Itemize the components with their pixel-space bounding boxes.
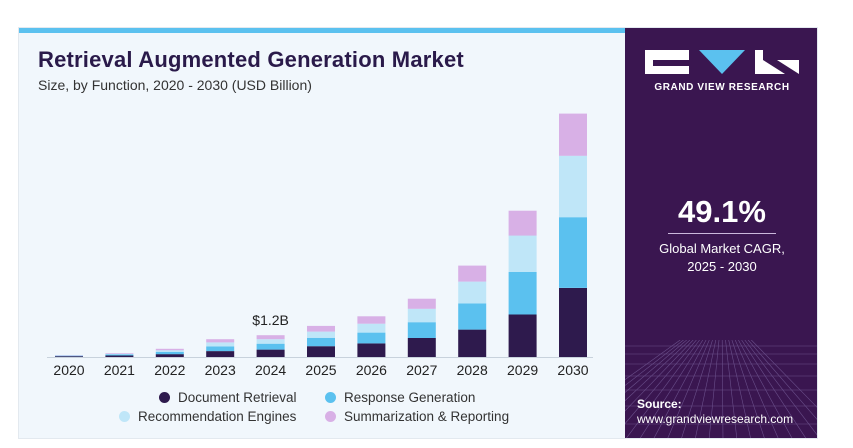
grid-line bbox=[625, 340, 681, 381]
bar-segment bbox=[307, 346, 335, 357]
bar-segment bbox=[407, 322, 436, 338]
bar-segment bbox=[105, 353, 134, 355]
accent-bar bbox=[19, 28, 625, 33]
decorative-grid-graphic bbox=[625, 340, 817, 438]
bar-segment bbox=[256, 349, 285, 357]
bar-segment bbox=[155, 350, 184, 352]
bar-segment bbox=[357, 316, 386, 324]
x-tick-label: 2030 bbox=[557, 362, 588, 378]
x-tick-label: 2021 bbox=[104, 362, 135, 378]
chart-card: Retrieval Augmented Generation Market Si… bbox=[18, 27, 818, 439]
cagr-label-line1: Global Market CAGR, bbox=[659, 241, 785, 256]
legend-label: Recommendation Engines bbox=[138, 409, 297, 424]
x-tick-label: 2029 bbox=[507, 362, 538, 378]
cagr-label-line2: 2025 - 2030 bbox=[687, 259, 757, 274]
bar-segment bbox=[559, 155, 587, 218]
x-tick-label: 2020 bbox=[53, 362, 84, 378]
bar-segment bbox=[206, 342, 235, 347]
cagr-label: Global Market CAGR, 2025 - 2030 bbox=[625, 240, 817, 276]
bar-segment bbox=[559, 217, 587, 288]
bar-segment bbox=[458, 329, 487, 357]
bar-segment bbox=[508, 314, 537, 357]
bar-segment bbox=[155, 354, 184, 357]
bar-segment bbox=[508, 272, 537, 315]
bar-segment bbox=[458, 281, 487, 304]
legend-item-summarization-reporting: Summarization & Reporting bbox=[325, 409, 509, 424]
x-tick-label: 2028 bbox=[457, 362, 488, 378]
bar-segment bbox=[559, 288, 587, 357]
bar-segment bbox=[155, 348, 184, 351]
divider bbox=[668, 233, 776, 234]
legend-swatch bbox=[325, 392, 336, 403]
bar-segment bbox=[206, 339, 235, 343]
logo-wordmark: GRAND VIEW RESEARCH bbox=[654, 82, 790, 93]
chart-subtitle: Size, by Function, 2020 - 2030 (USD Bill… bbox=[38, 77, 312, 93]
cagr-value: 49.1% bbox=[678, 194, 766, 229]
bar-segment bbox=[105, 353, 134, 354]
chart-legend: Document Retrieval Response Generation R… bbox=[119, 390, 569, 432]
bar-segment bbox=[357, 323, 386, 333]
x-tick-label: 2027 bbox=[406, 362, 437, 378]
legend-swatch bbox=[159, 392, 170, 403]
bar-segment bbox=[307, 337, 335, 347]
grand-view-research-logo bbox=[645, 50, 799, 74]
legend-item-response-generation: Response Generation bbox=[325, 390, 475, 405]
bar-segment bbox=[559, 113, 587, 156]
legend-item-document-retrieval: Document Retrieval bbox=[159, 390, 297, 405]
x-tick-label: 2026 bbox=[356, 362, 387, 378]
bar-segment bbox=[407, 298, 436, 309]
stacked-bar-chart: 2020 2021 2022 2023 2024 $1.2B 2025 2026 2027 202… bbox=[47, 113, 593, 378]
data-label: $1.2B bbox=[252, 312, 289, 328]
bar-segment bbox=[508, 235, 537, 272]
grid-line bbox=[625, 340, 684, 386]
bar-segment bbox=[357, 332, 386, 344]
bar-segment bbox=[55, 355, 83, 357]
legend-swatch bbox=[325, 411, 336, 422]
bar-segment bbox=[307, 325, 335, 332]
bar-segment bbox=[155, 352, 184, 355]
x-tick-label: 2025 bbox=[305, 362, 336, 378]
bar-segment bbox=[256, 343, 285, 350]
x-tick-label: 2022 bbox=[154, 362, 185, 378]
bar-segment bbox=[206, 346, 235, 352]
x-tick-label: 2024 bbox=[255, 362, 286, 378]
source-label: Source: bbox=[637, 397, 682, 411]
chart-title: Retrieval Augmented Generation Market bbox=[38, 47, 464, 72]
legend-label: Response Generation bbox=[344, 390, 476, 405]
bar-segment bbox=[256, 335, 285, 340]
legend-label: Document Retrieval bbox=[178, 390, 297, 405]
legend-swatch bbox=[119, 411, 130, 422]
legend-item-recommendation-engines: Recommendation Engines bbox=[119, 409, 296, 424]
bar-segment bbox=[508, 210, 537, 236]
legend-label: Summarization & Reporting bbox=[344, 409, 510, 424]
x-tick-label: 2023 bbox=[205, 362, 236, 378]
bar-segment bbox=[458, 265, 487, 282]
bar-segment bbox=[256, 339, 285, 344]
bar-segment bbox=[307, 331, 335, 338]
source-url: www.grandviewresearch.com bbox=[637, 412, 794, 426]
bar-segment bbox=[407, 308, 436, 323]
bar-segment bbox=[105, 355, 134, 357]
bar-segment bbox=[206, 351, 235, 357]
bar-segment bbox=[55, 356, 83, 357]
bar-segment bbox=[357, 343, 386, 357]
bar-segment bbox=[105, 354, 134, 356]
brand-sidebar: GRAND VIEW RESEARCH 49.1% Global Market … bbox=[625, 28, 817, 438]
bar-segment bbox=[458, 303, 487, 330]
bar-segment bbox=[407, 338, 436, 357]
